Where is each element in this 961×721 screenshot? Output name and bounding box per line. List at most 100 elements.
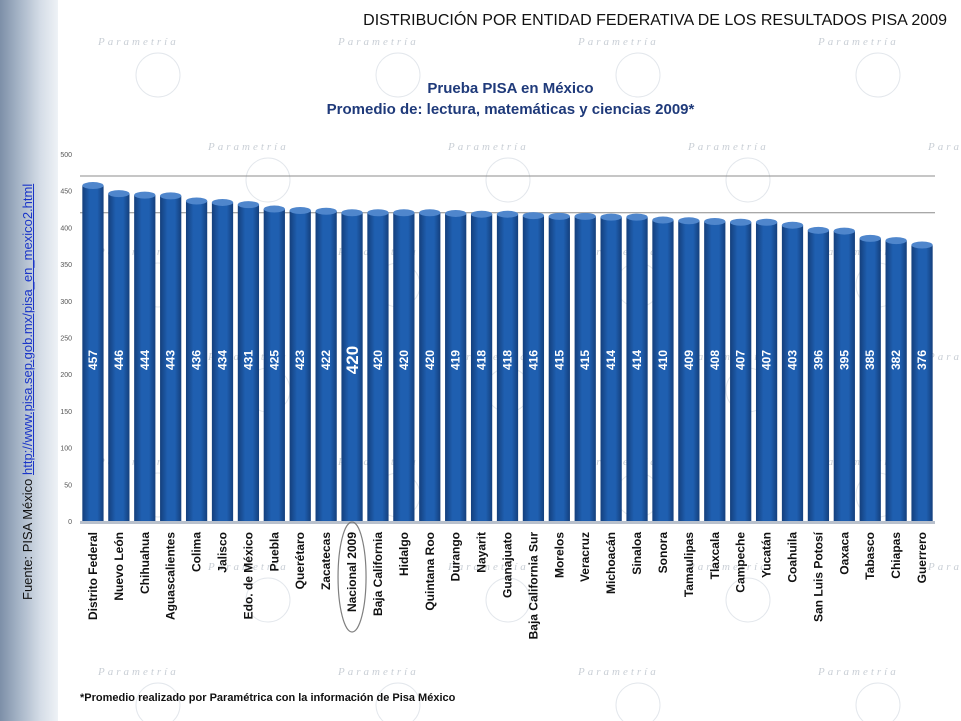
category-label: Nacional 2009 <box>345 532 359 612</box>
source-link[interactable]: http://www.pisa.sep.gob.mx/pisa_en_mexic… <box>20 183 35 475</box>
watermark-circle <box>725 157 771 203</box>
y-tick-label: 400 <box>60 225 72 232</box>
bar-value-label: 403 <box>786 350 800 370</box>
bar <box>600 217 622 521</box>
category-label: Zacatecas <box>319 532 333 590</box>
bar <box>574 216 596 521</box>
category-label: Tlaxcala <box>708 532 722 580</box>
category-label: Aguascalientes <box>164 532 178 620</box>
slide-header-title: DISTRIBUCIÓN POR ENTIDAD FEDERATIVA DE L… <box>363 12 947 29</box>
bar-top <box>678 217 700 225</box>
source-prefix: Fuente: PISA México <box>20 474 35 600</box>
chart-title: Prueba PISA en México <box>427 80 594 97</box>
bar-top <box>367 209 389 217</box>
bar-top <box>160 192 182 200</box>
watermark-text: Parametría <box>927 561 961 573</box>
y-tick-label: 250 <box>60 336 72 343</box>
watermark-text: Parametría <box>577 36 659 48</box>
watermark-circle <box>725 577 771 623</box>
category-label: Oaxaca <box>837 532 851 575</box>
bar <box>341 212 363 521</box>
bar-top <box>807 226 830 234</box>
left-decorative-strip <box>0 0 58 721</box>
bar-top <box>134 191 156 199</box>
bar-value-label: 415 <box>578 350 592 370</box>
bar-value-label: 385 <box>863 350 877 370</box>
category-label: Hidalgo <box>397 532 411 576</box>
watermark-text: Parametría <box>687 141 769 153</box>
bar <box>626 217 648 521</box>
bar-value-label: 418 <box>501 350 515 370</box>
bar-top <box>600 213 622 221</box>
bar-value-label: 444 <box>138 350 152 370</box>
watermark-circle <box>375 682 421 721</box>
bar <box>263 209 285 522</box>
bar-value-label: 408 <box>708 350 722 370</box>
bar <box>134 195 156 521</box>
bar-value-label: 457 <box>86 350 100 370</box>
bar-value-label: 425 <box>267 350 281 370</box>
bar-top <box>263 205 285 213</box>
category-label: Veracruz <box>578 532 592 582</box>
bar <box>522 215 545 521</box>
y-tick-label: 150 <box>60 409 72 416</box>
watermark-circle <box>245 577 291 623</box>
category-label: Querétaro <box>293 532 307 589</box>
bar-top <box>82 182 104 190</box>
bar-value-label: 418 <box>475 350 489 370</box>
watermark-text: Parametría <box>817 666 899 678</box>
bar <box>445 213 467 522</box>
bar-top <box>237 201 260 209</box>
watermark-text: Parametría <box>337 36 419 48</box>
bar-top <box>211 198 234 206</box>
bar <box>885 240 907 521</box>
bar <box>496 214 519 522</box>
bar-value-label: 415 <box>552 350 566 370</box>
bar-top <box>548 212 570 220</box>
bar-top <box>730 218 752 226</box>
bar <box>419 212 441 521</box>
watermark-circle <box>855 52 901 98</box>
category-label: Sonora <box>656 532 670 574</box>
bar <box>833 231 855 521</box>
watermark-text: Parametría <box>97 36 179 48</box>
watermark-text: Parametría <box>207 561 289 573</box>
watermark-circle <box>135 52 181 98</box>
bar-top <box>911 241 933 249</box>
y-tick-label: 350 <box>60 262 72 269</box>
y-tick-label: 200 <box>60 372 72 379</box>
bar <box>859 238 881 521</box>
source-note: Fuente: PISA México http://www.pisa.sep.… <box>20 184 35 600</box>
y-tick-label: 50 <box>64 482 72 489</box>
bar-value-label: 434 <box>216 350 230 370</box>
watermark-text: Parametría <box>577 666 659 678</box>
watermark-circle <box>485 577 531 623</box>
category-label: Guerrero <box>915 532 929 583</box>
bar-top <box>341 209 363 217</box>
chart-subtitle: Promedio de: lectura, matemáticas y cien… <box>326 101 695 118</box>
watermark-circle <box>375 52 421 98</box>
bar-top <box>496 210 519 218</box>
watermark-circle <box>615 682 661 721</box>
category-label: Chiapas <box>889 532 903 579</box>
category-label: Edo. de México <box>241 532 255 619</box>
bar-value-label: 420 <box>423 350 437 370</box>
highlight-ring <box>337 521 367 633</box>
bar-value-label: 414 <box>604 350 618 370</box>
bar <box>289 210 311 521</box>
bar <box>160 195 182 521</box>
watermark-circle <box>245 157 291 203</box>
watermark-text: Parametría <box>817 36 899 48</box>
bar <box>367 212 389 521</box>
category-label: Chihuahua <box>138 532 152 594</box>
category-label: Quintana Roo <box>423 532 437 611</box>
category-label: Baja California <box>371 532 385 616</box>
category-label: Baja California Sur <box>526 532 540 640</box>
category-label: Yucatán <box>760 532 774 578</box>
bar-top <box>108 190 130 198</box>
bar-value-label: 423 <box>293 350 307 370</box>
watermark-text: Parametría <box>207 141 289 153</box>
y-tick-label: 450 <box>60 189 72 196</box>
bar <box>108 193 130 522</box>
